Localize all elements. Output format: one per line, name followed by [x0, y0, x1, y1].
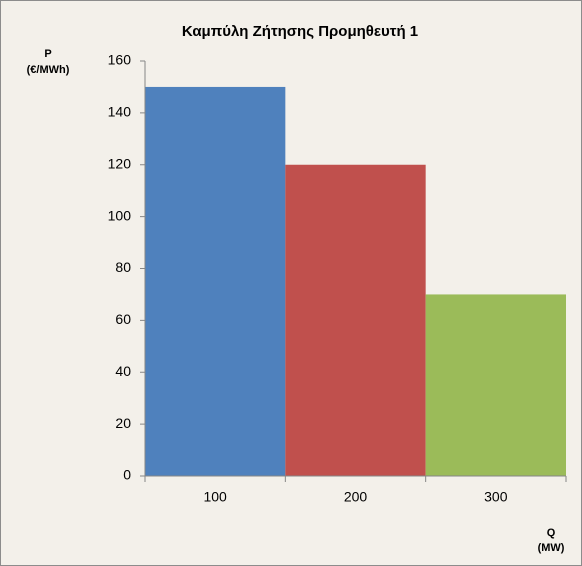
y-tick-label: 140: [108, 104, 132, 120]
y-tick-label: 120: [108, 155, 132, 171]
bar: [145, 86, 286, 476]
y-tick-label: 160: [108, 52, 132, 68]
x-tick-label: 200: [344, 489, 368, 505]
y-tick-label: 0: [123, 467, 131, 483]
y-tick-label: 100: [108, 207, 132, 223]
x-tick-label: 300: [484, 489, 508, 505]
y-axis-label: P: [44, 48, 51, 60]
x-axis-label: (MW): [538, 542, 565, 554]
chart-title: Καμπύλη Ζήτησης Προμηθευτή 1: [182, 23, 418, 40]
x-tick-label: 100: [203, 489, 227, 505]
bar: [425, 294, 566, 476]
y-tick-label: 80: [115, 259, 131, 275]
y-tick-label: 60: [115, 311, 131, 327]
y-tick-label: 40: [115, 363, 131, 379]
y-tick-label: 20: [115, 415, 131, 431]
y-axis-label: (€/MWh): [27, 64, 70, 76]
x-axis-label: Q: [547, 527, 556, 539]
bar: [285, 164, 426, 476]
